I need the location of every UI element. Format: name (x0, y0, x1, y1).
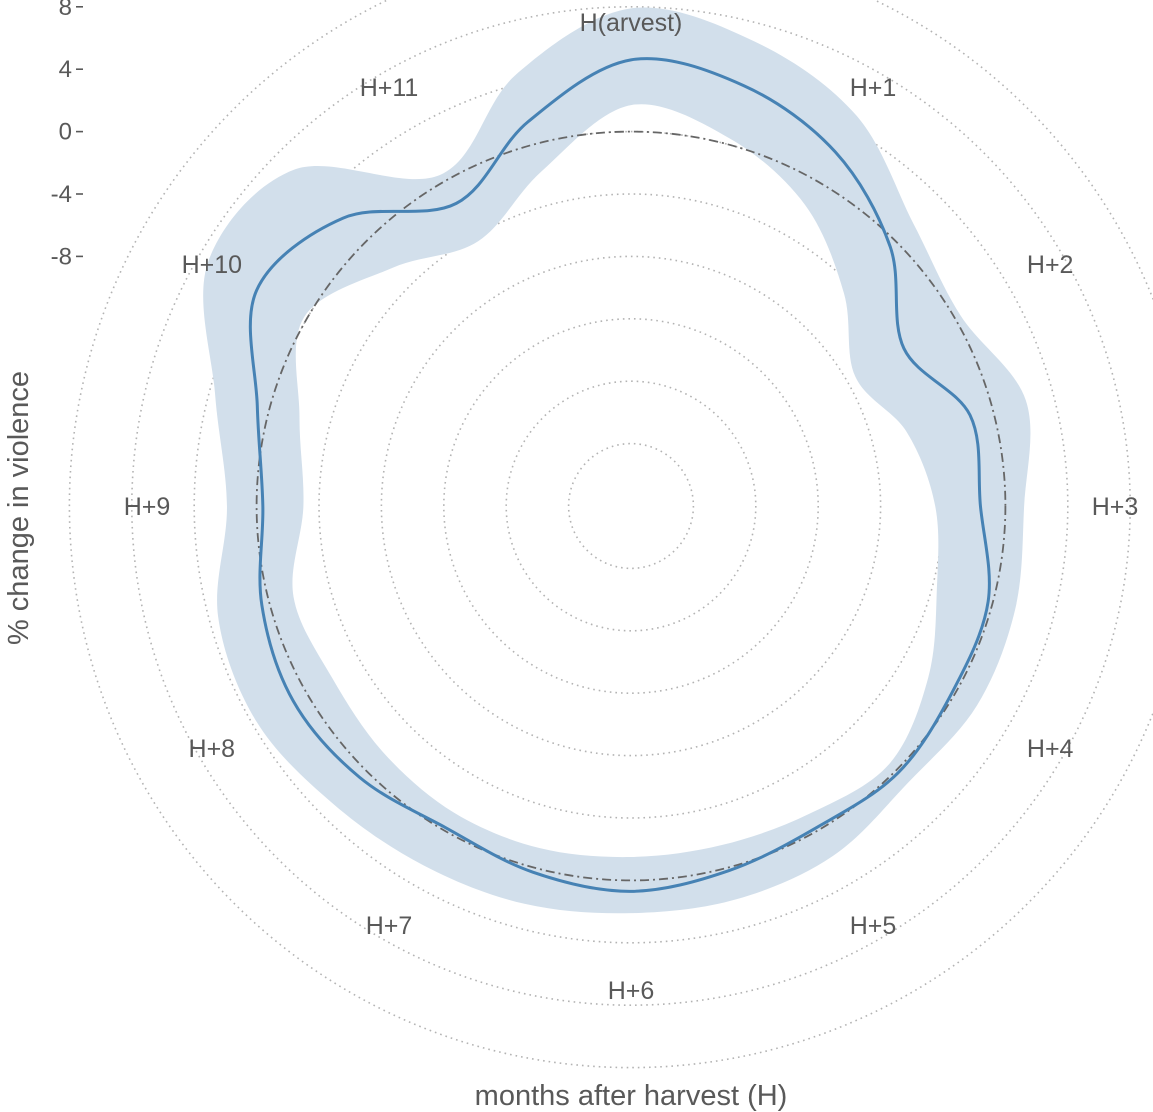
grid-ring (567, 442, 695, 570)
month-label: H+5 (850, 912, 897, 940)
month-label: H+9 (124, 493, 171, 521)
month-labels: H(arvest) H+1 H+2 H+3 H+4 H+5 H+6 H+7 H+8 H+9 H+10… (124, 9, 1139, 1005)
y-axis-ticks: 8 4 0 -4 -8 (51, 0, 83, 270)
y-axis-title: % change in violence (3, 371, 35, 645)
month-label: H+11 (360, 74, 419, 102)
tick-label: 8 (59, 0, 72, 21)
grid-ring (442, 317, 819, 694)
month-label: H+10 (182, 251, 242, 279)
month-label: H+4 (1027, 735, 1074, 763)
month-label: H+7 (366, 912, 413, 940)
estimate-series (248, 57, 991, 893)
grid-ring (130, 5, 1132, 1007)
estimate-line (248, 57, 991, 893)
grid-ring (68, 0, 1153, 1069)
grid-ring (505, 380, 757, 632)
tick-label: -8 (51, 243, 72, 270)
month-label: H+8 (189, 735, 236, 763)
month-label: H+2 (1027, 251, 1074, 279)
grid-ring (380, 255, 882, 757)
tick-label: 0 (59, 119, 72, 146)
confidence-band-area (203, 7, 1031, 914)
month-label: H+3 (1092, 493, 1139, 521)
month-label: H+1 (850, 74, 897, 102)
tick-label: 4 (59, 56, 72, 83)
x-axis-title: months after harvest (H) (475, 1080, 788, 1112)
month-label: H+6 (608, 977, 655, 1005)
confidence-band (203, 7, 1031, 914)
zero-reference-ring (255, 130, 1007, 882)
grid-ring (193, 68, 1069, 944)
zero-reference (255, 130, 1007, 882)
tick-label: -4 (51, 181, 72, 208)
month-label: H(arvest) (580, 9, 683, 37)
